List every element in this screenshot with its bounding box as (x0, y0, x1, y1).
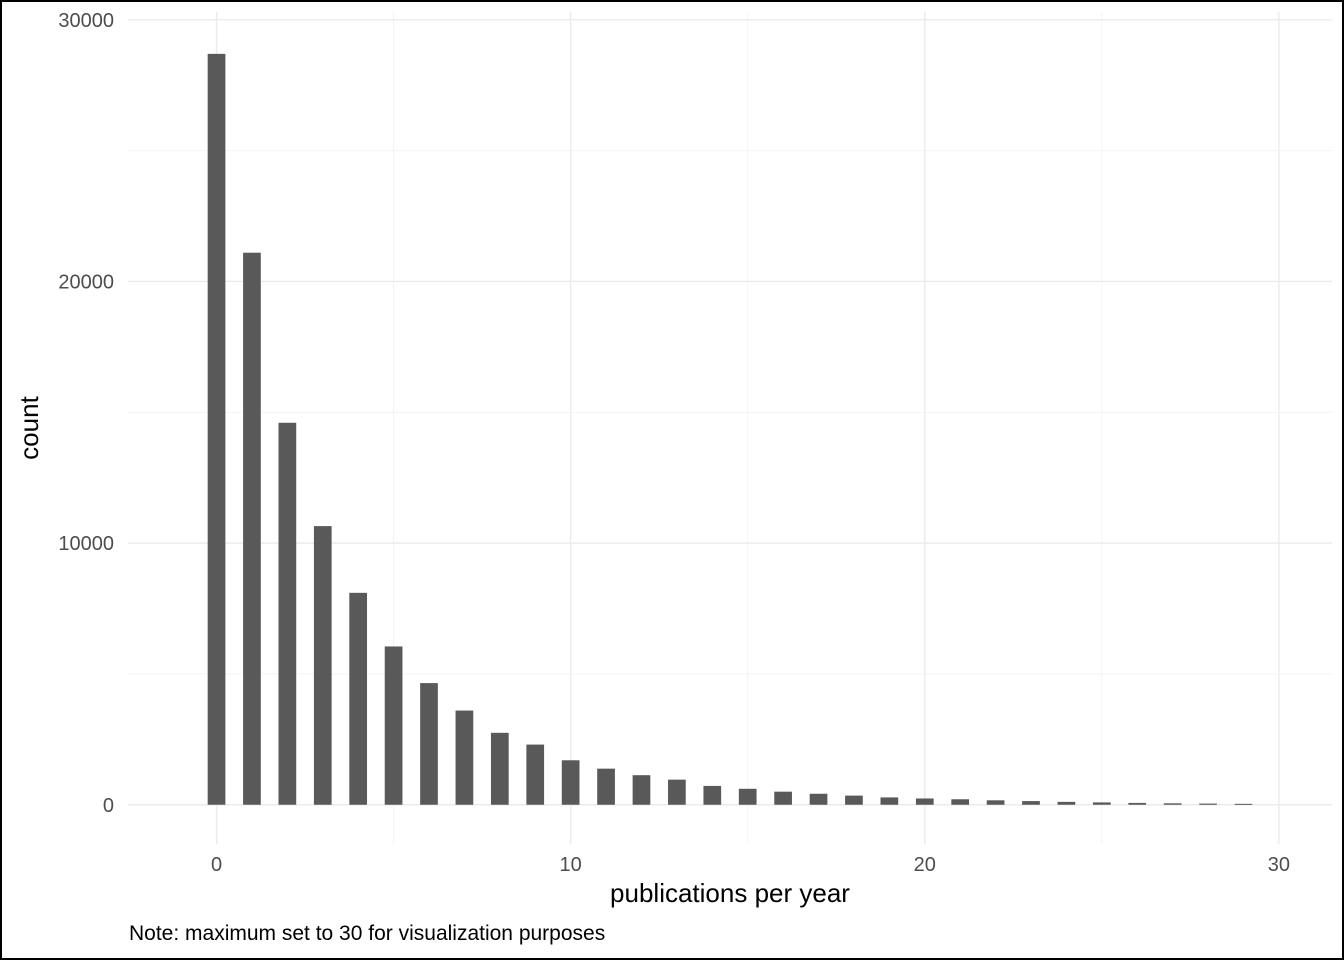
bar (632, 775, 651, 805)
bar (1022, 801, 1040, 805)
bar (809, 793, 828, 805)
chart-caption: Note: maximum set to 30 for visualizatio… (129, 922, 605, 945)
bar (1199, 803, 1217, 805)
bar (420, 683, 438, 805)
bar (703, 785, 722, 805)
y-tick-label: 30000 (58, 10, 114, 32)
bar (384, 646, 403, 805)
bar (845, 795, 863, 805)
bar (243, 252, 261, 805)
bar (880, 797, 899, 805)
tick-labels: 0 10 20 30 0 10000 20000 30000 (58, 10, 1290, 876)
bar (668, 779, 686, 805)
bar (951, 799, 970, 805)
bar (1128, 802, 1147, 805)
x-tick-label: 0 (211, 854, 222, 876)
y-tick-label: 10000 (58, 533, 114, 555)
y-tick-label: 0 (103, 795, 114, 817)
bar (1163, 803, 1182, 805)
bar (1057, 801, 1076, 805)
bar (986, 800, 1005, 805)
x-axis-title: publications per year (610, 878, 850, 908)
bar (278, 422, 297, 805)
bars (207, 53, 1253, 805)
bar (526, 744, 545, 805)
grid-lines (128, 12, 1332, 844)
bar (349, 592, 368, 805)
bar (1092, 802, 1111, 805)
bar (455, 710, 474, 805)
x-tick-label: 10 (560, 854, 582, 876)
bar (915, 798, 934, 805)
bar (313, 526, 332, 805)
bar (597, 768, 615, 805)
bar (1234, 803, 1253, 805)
x-tick-label: 30 (1268, 854, 1290, 876)
bar (207, 53, 226, 805)
x-tick-label: 20 (914, 854, 936, 876)
bar (738, 788, 757, 805)
bar (490, 732, 509, 805)
bar (774, 791, 792, 805)
y-axis-title: count (14, 395, 44, 459)
bar (561, 760, 580, 805)
y-tick-label: 20000 (58, 271, 114, 293)
